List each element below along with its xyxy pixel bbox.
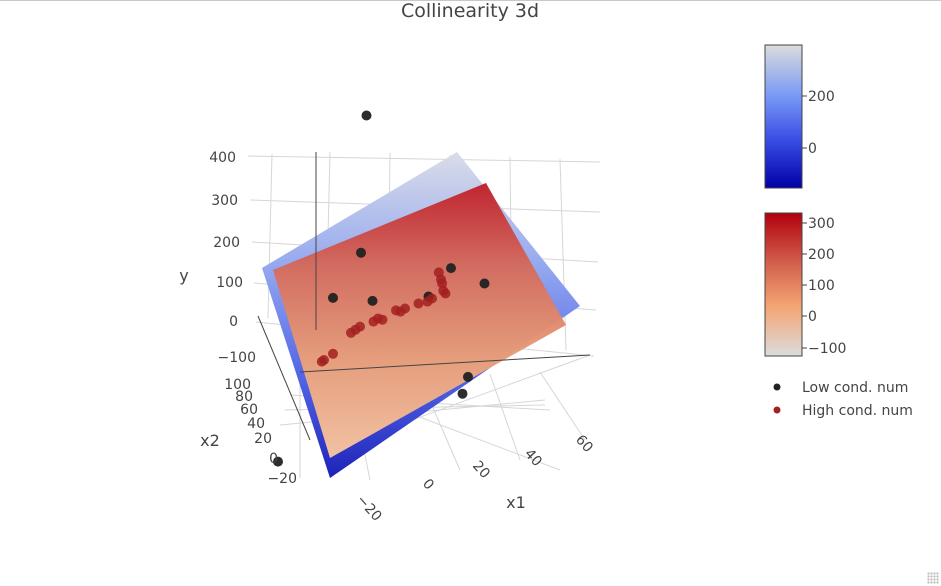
x2-tick: 20 <box>254 431 272 447</box>
colorbar-high-tick: 100 <box>808 278 835 294</box>
top-border <box>0 0 941 1</box>
x1-tick: 40 <box>521 446 545 470</box>
x2-tick: 0 <box>269 451 278 467</box>
legend-marker-high <box>773 406 781 414</box>
y-tick: 200 <box>213 235 240 251</box>
axis-line-x1 <box>299 354 591 373</box>
grid-line <box>247 155 601 163</box>
y-tick: 0 <box>229 314 238 330</box>
colorbar-high-tick: 0 <box>808 309 817 325</box>
point-high-cond[interactable] <box>438 285 449 296</box>
y-tick: 100 <box>216 275 243 291</box>
point-high-cond[interactable] <box>346 327 356 338</box>
colorbar-high-tick: 300 <box>808 216 835 232</box>
grid-line <box>267 153 273 319</box>
x1-tick: 60 <box>572 432 596 456</box>
y-tick: 400 <box>209 150 236 166</box>
colorbar-low-gradient <box>764 44 803 189</box>
x2-tick: 80 <box>235 389 253 405</box>
point-low-cond[interactable] <box>446 263 456 274</box>
colorbar-high-tick: −100 <box>808 341 846 357</box>
x2-axis-title: x2 <box>200 431 220 450</box>
y-tick: −100 <box>218 350 256 366</box>
point-high-cond[interactable] <box>368 316 379 327</box>
x2-tick: 40 <box>247 416 265 432</box>
point-low-cond[interactable] <box>273 456 283 467</box>
point-high-cond[interactable] <box>391 305 401 316</box>
x1-tick: −20 <box>353 492 385 525</box>
x1-axis-ticks: −20 0 20 40 60 <box>353 432 596 525</box>
point-high-cond[interactable] <box>316 356 327 367</box>
legend-label-high: High cond. num <box>802 403 913 419</box>
y-axis-ticks: 400 300 200 100 0 −100 <box>209 150 256 366</box>
colorbar-low[interactable]: 200 0 <box>764 44 835 189</box>
legend-label-low: Low cond. num <box>802 380 908 396</box>
chart-title: Collinearity 3d <box>401 0 539 22</box>
colorbar-low-tick: 0 <box>808 141 817 157</box>
axis-line-x2 <box>257 315 311 441</box>
y-axis-title: y <box>179 266 188 285</box>
legend[interactable]: Low cond. num High cond. num <box>773 380 913 419</box>
x1-tick: 20 <box>469 458 493 482</box>
x2-tick: 60 <box>240 402 258 418</box>
grid-line <box>539 371 586 441</box>
legend-item-high[interactable]: High cond. num <box>773 403 913 419</box>
point-high-cond[interactable] <box>328 348 338 359</box>
grid-line <box>489 373 521 461</box>
legend-item-low[interactable]: Low cond. num <box>773 380 909 396</box>
x2-tick: 100 <box>224 377 251 393</box>
x2-tick: −20 <box>267 471 297 487</box>
colorbar-low-tick: 200 <box>808 89 835 105</box>
point-low-cond[interactable] <box>479 278 490 289</box>
point-high-cond[interactable] <box>437 278 448 289</box>
x1-tick: 0 <box>419 476 437 493</box>
legend-marker-low <box>773 383 781 391</box>
point-low-cond[interactable] <box>328 292 338 303</box>
point-low-cond[interactable] <box>463 371 473 382</box>
resize-handle[interactable] <box>927 572 939 584</box>
y-tick: 300 <box>211 193 238 209</box>
x2-axis-ticks: 100 80 60 40 20 0 −20 <box>224 377 297 487</box>
point-low-cond[interactable] <box>356 247 366 258</box>
point-high-cond[interactable] <box>422 296 433 307</box>
point-low-cond[interactable] <box>361 110 372 121</box>
point-high-cond[interactable] <box>413 298 424 309</box>
point-low-cond[interactable] <box>367 295 378 306</box>
grid-line <box>559 158 567 351</box>
scatter-points[interactable] <box>273 110 490 467</box>
colorbar-high-tick: 200 <box>808 247 835 263</box>
x1-axis-title: x1 <box>506 493 526 512</box>
surface-high-plane[interactable] <box>273 183 566 458</box>
colorbar-high-gradient <box>764 212 803 357</box>
colorbar-high[interactable]: 300 200 100 0 −100 <box>764 212 846 357</box>
point-low-cond[interactable] <box>457 388 468 399</box>
